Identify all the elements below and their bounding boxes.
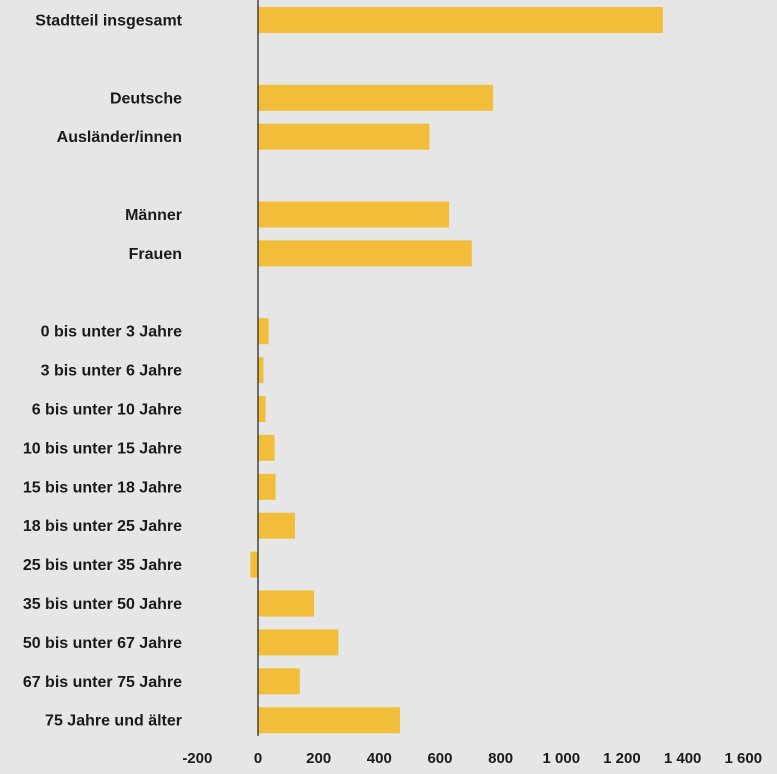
bar	[258, 123, 430, 150]
x-tick-label: 200	[306, 750, 331, 767]
bar	[258, 590, 315, 617]
category-labels: Stadtteil insgesamt Deutsche Ausländer/inn…	[23, 13, 183, 730]
x-axis-tick-labels: -200 0 200 400 600 800 1 000 1 200 1 400 1 600	[182, 750, 762, 767]
bars-group	[250, 7, 663, 734]
x-tick-label: -200	[182, 750, 212, 767]
bar	[258, 396, 266, 422]
bar	[250, 551, 258, 578]
category-label: 50 bis unter 67 Jahre	[23, 635, 182, 652]
bar	[258, 7, 663, 33]
category-label: 10 bis unter 15 Jahre	[23, 440, 182, 457]
bar	[258, 473, 276, 500]
x-tick-label: 600	[427, 750, 452, 767]
bar	[258, 84, 494, 111]
x-tick-label: 1 200	[603, 750, 641, 767]
category-label: 35 bis unter 50 Jahre	[23, 596, 182, 613]
bar	[258, 668, 300, 695]
category-label: Frauen	[129, 246, 182, 263]
category-label: 75 Jahre und älter	[45, 713, 182, 730]
category-label: Deutsche	[110, 90, 182, 107]
bar	[258, 434, 275, 461]
category-label: 3 bis unter 6 Jahre	[41, 363, 182, 380]
bar	[258, 318, 269, 345]
x-tick-label: 800	[488, 750, 513, 767]
x-tick-label: 1 600	[725, 750, 763, 767]
category-label: Männer	[125, 207, 182, 224]
bar	[258, 240, 472, 267]
x-tick-label: 1 400	[664, 750, 702, 767]
bar	[258, 512, 296, 539]
bar	[258, 629, 339, 656]
category-label: 15 bis unter 18 Jahre	[23, 479, 182, 496]
bar	[258, 357, 264, 384]
category-label: Ausländer/innen	[57, 129, 182, 146]
x-tick-label: 1 000	[543, 750, 581, 767]
x-tick-label: 400	[367, 750, 392, 767]
x-tick-label: 0	[254, 750, 262, 767]
bar	[258, 201, 450, 228]
category-label: 25 bis unter 35 Jahre	[23, 557, 182, 574]
category-label: 18 bis unter 25 Jahre	[23, 518, 182, 535]
category-label: 0 bis unter 3 Jahre	[41, 324, 182, 341]
bar	[258, 707, 400, 734]
category-label: 67 bis unter 75 Jahre	[23, 674, 182, 691]
category-label: Stadtteil insgesamt	[35, 13, 182, 30]
category-label: 6 bis unter 10 Jahre	[32, 402, 182, 419]
